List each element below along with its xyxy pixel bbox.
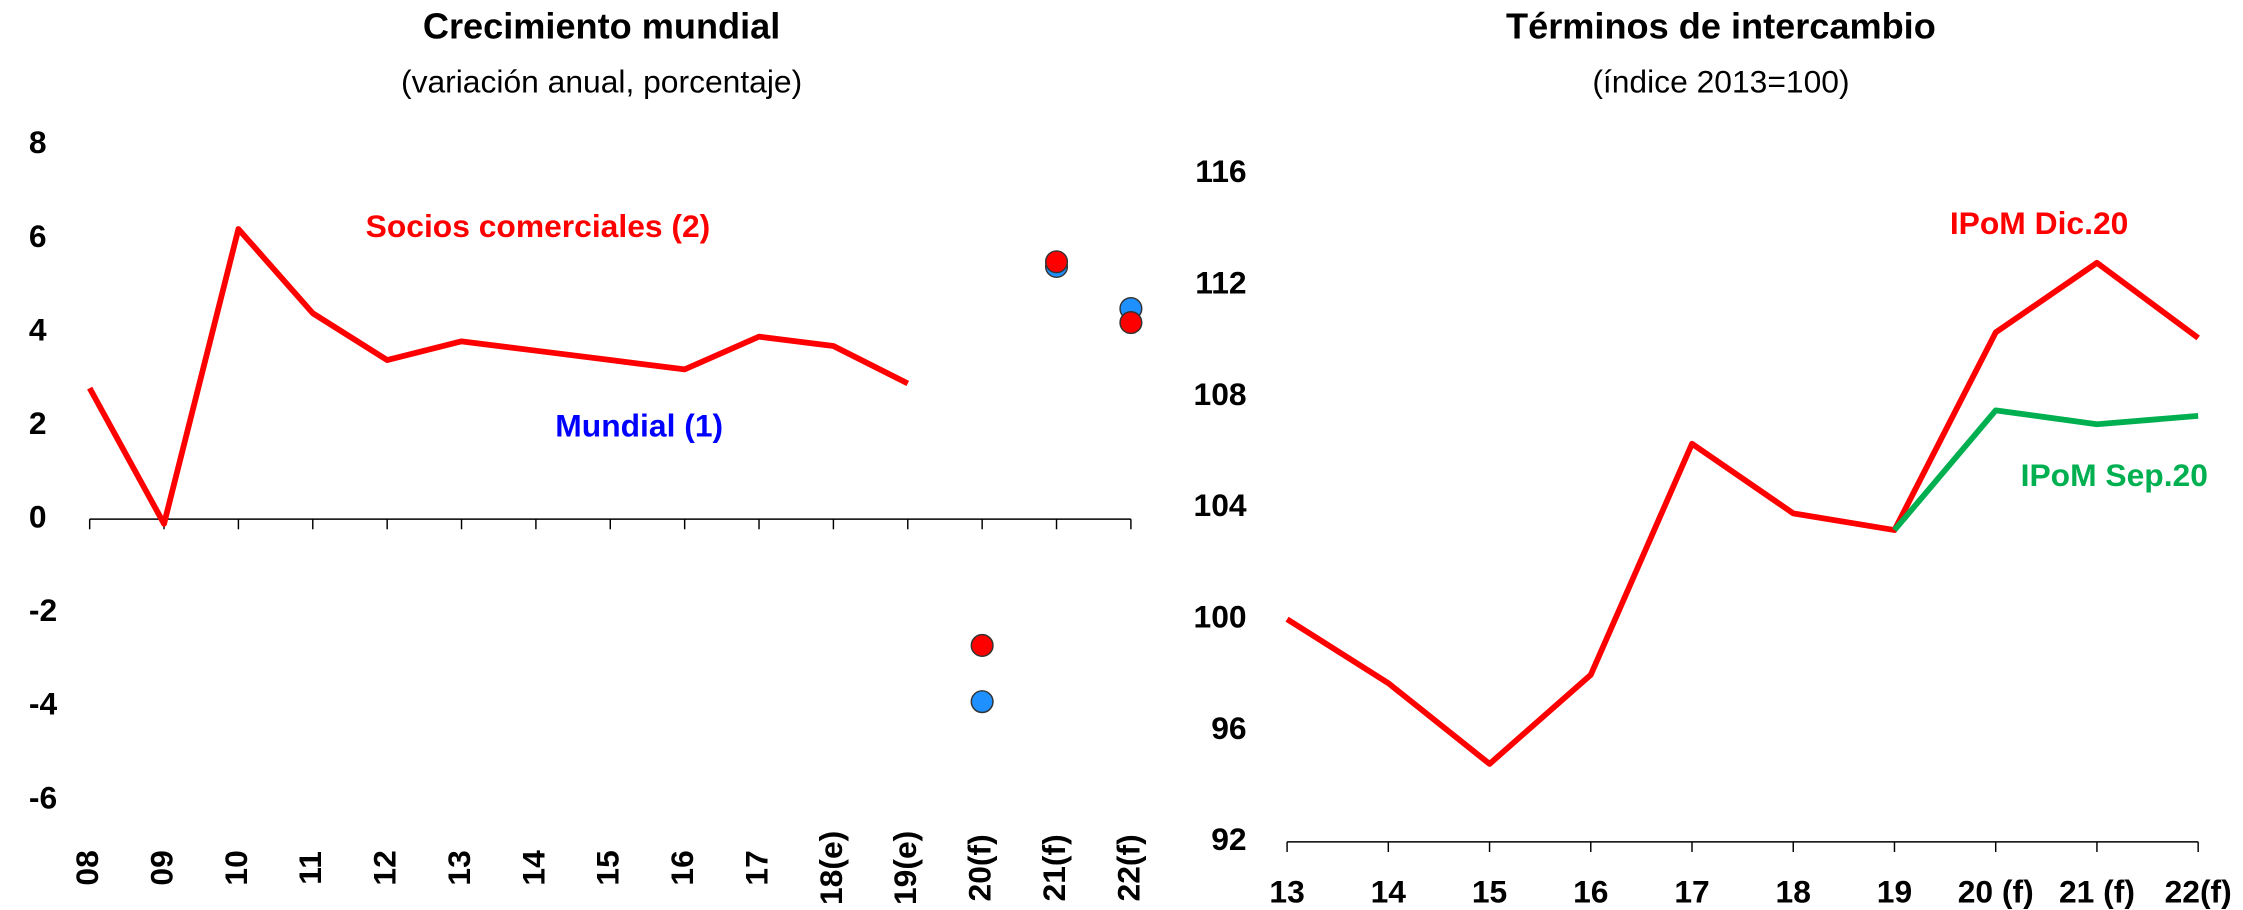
y-tick-label: -2 [29, 592, 57, 628]
x-tick-label: 14 [1371, 873, 1407, 909]
x-tick-label: 17 [738, 850, 774, 885]
x-tick-label: 21 (f) [2059, 873, 2135, 909]
x-tick-label: 16 [1573, 873, 1608, 909]
x-tick-label: 10 [218, 850, 254, 885]
forecast-marker [970, 633, 994, 658]
series-line [87, 226, 910, 527]
y-tick-label: 116 [1195, 153, 1246, 189]
x-tick-label: 18(e) [813, 831, 849, 905]
series-line [1892, 407, 2199, 532]
x-tick-label: 19(e) [887, 831, 923, 905]
x-tick-label: 22(f) [2165, 873, 2232, 909]
chart-subtitle: (variación anual, porcentaje) [401, 63, 802, 99]
x-tick-label: 20(f) [962, 834, 998, 901]
series-label: IPoM Sep.20 [2021, 457, 2208, 493]
y-tick-label: 6 [29, 218, 47, 254]
x-tick-label: 11 [292, 851, 328, 885]
chart-title: Crecimiento mundial [423, 6, 780, 47]
x-tick-label: 19 [1877, 873, 1912, 909]
series-label: Socios comerciales (2) [366, 208, 711, 244]
x-tick-label: 22(f) [1110, 834, 1146, 901]
forecast-marker [1044, 250, 1069, 274]
forecast-marker [1119, 311, 1143, 335]
series-label: Mundial (1) [555, 408, 723, 444]
y-tick-label: 96 [1211, 710, 1246, 746]
x-tick-label: 08 [69, 850, 105, 885]
y-tick-label: 92 [1211, 821, 1246, 857]
y-tick-label: 108 [1194, 376, 1247, 412]
chart-title: Términos de intercambio [1506, 6, 1936, 47]
x-tick-label: 18 [1776, 873, 1811, 909]
x-tick-label: 09 [143, 850, 179, 885]
y-tick-label: -4 [29, 686, 58, 722]
y-tick-label: 2 [29, 405, 47, 441]
x-tick-label: 12 [367, 850, 403, 885]
y-tick-label: 104 [1194, 487, 1247, 523]
y-tick-label: 4 [29, 311, 47, 347]
x-tick-label: 13 [1269, 873, 1304, 909]
y-tick-label: 100 [1194, 599, 1247, 635]
y-tick-label: 8 [29, 124, 47, 160]
x-tick-label: 16 [664, 850, 700, 885]
x-tick-label: 17 [1674, 873, 1709, 909]
y-tick-label: 0 [29, 499, 47, 535]
x-tick-label: 21(f) [1036, 834, 1072, 901]
x-tick-label: 13 [441, 850, 477, 885]
chart-subtitle: (índice 2013=100) [1592, 63, 1849, 99]
x-tick-label: 14 [515, 850, 551, 886]
x-tick-label: 15 [1472, 873, 1507, 909]
y-tick-label: -6 [29, 779, 57, 815]
x-tick-label: 20 (f) [1958, 873, 2034, 909]
y-tick-label: 112 [1195, 264, 1246, 300]
x-tick-label: 15 [590, 850, 626, 885]
series-label: IPoM Dic.20 [1950, 205, 2128, 241]
forecast-marker [970, 690, 994, 714]
series-line [1285, 259, 2200, 767]
